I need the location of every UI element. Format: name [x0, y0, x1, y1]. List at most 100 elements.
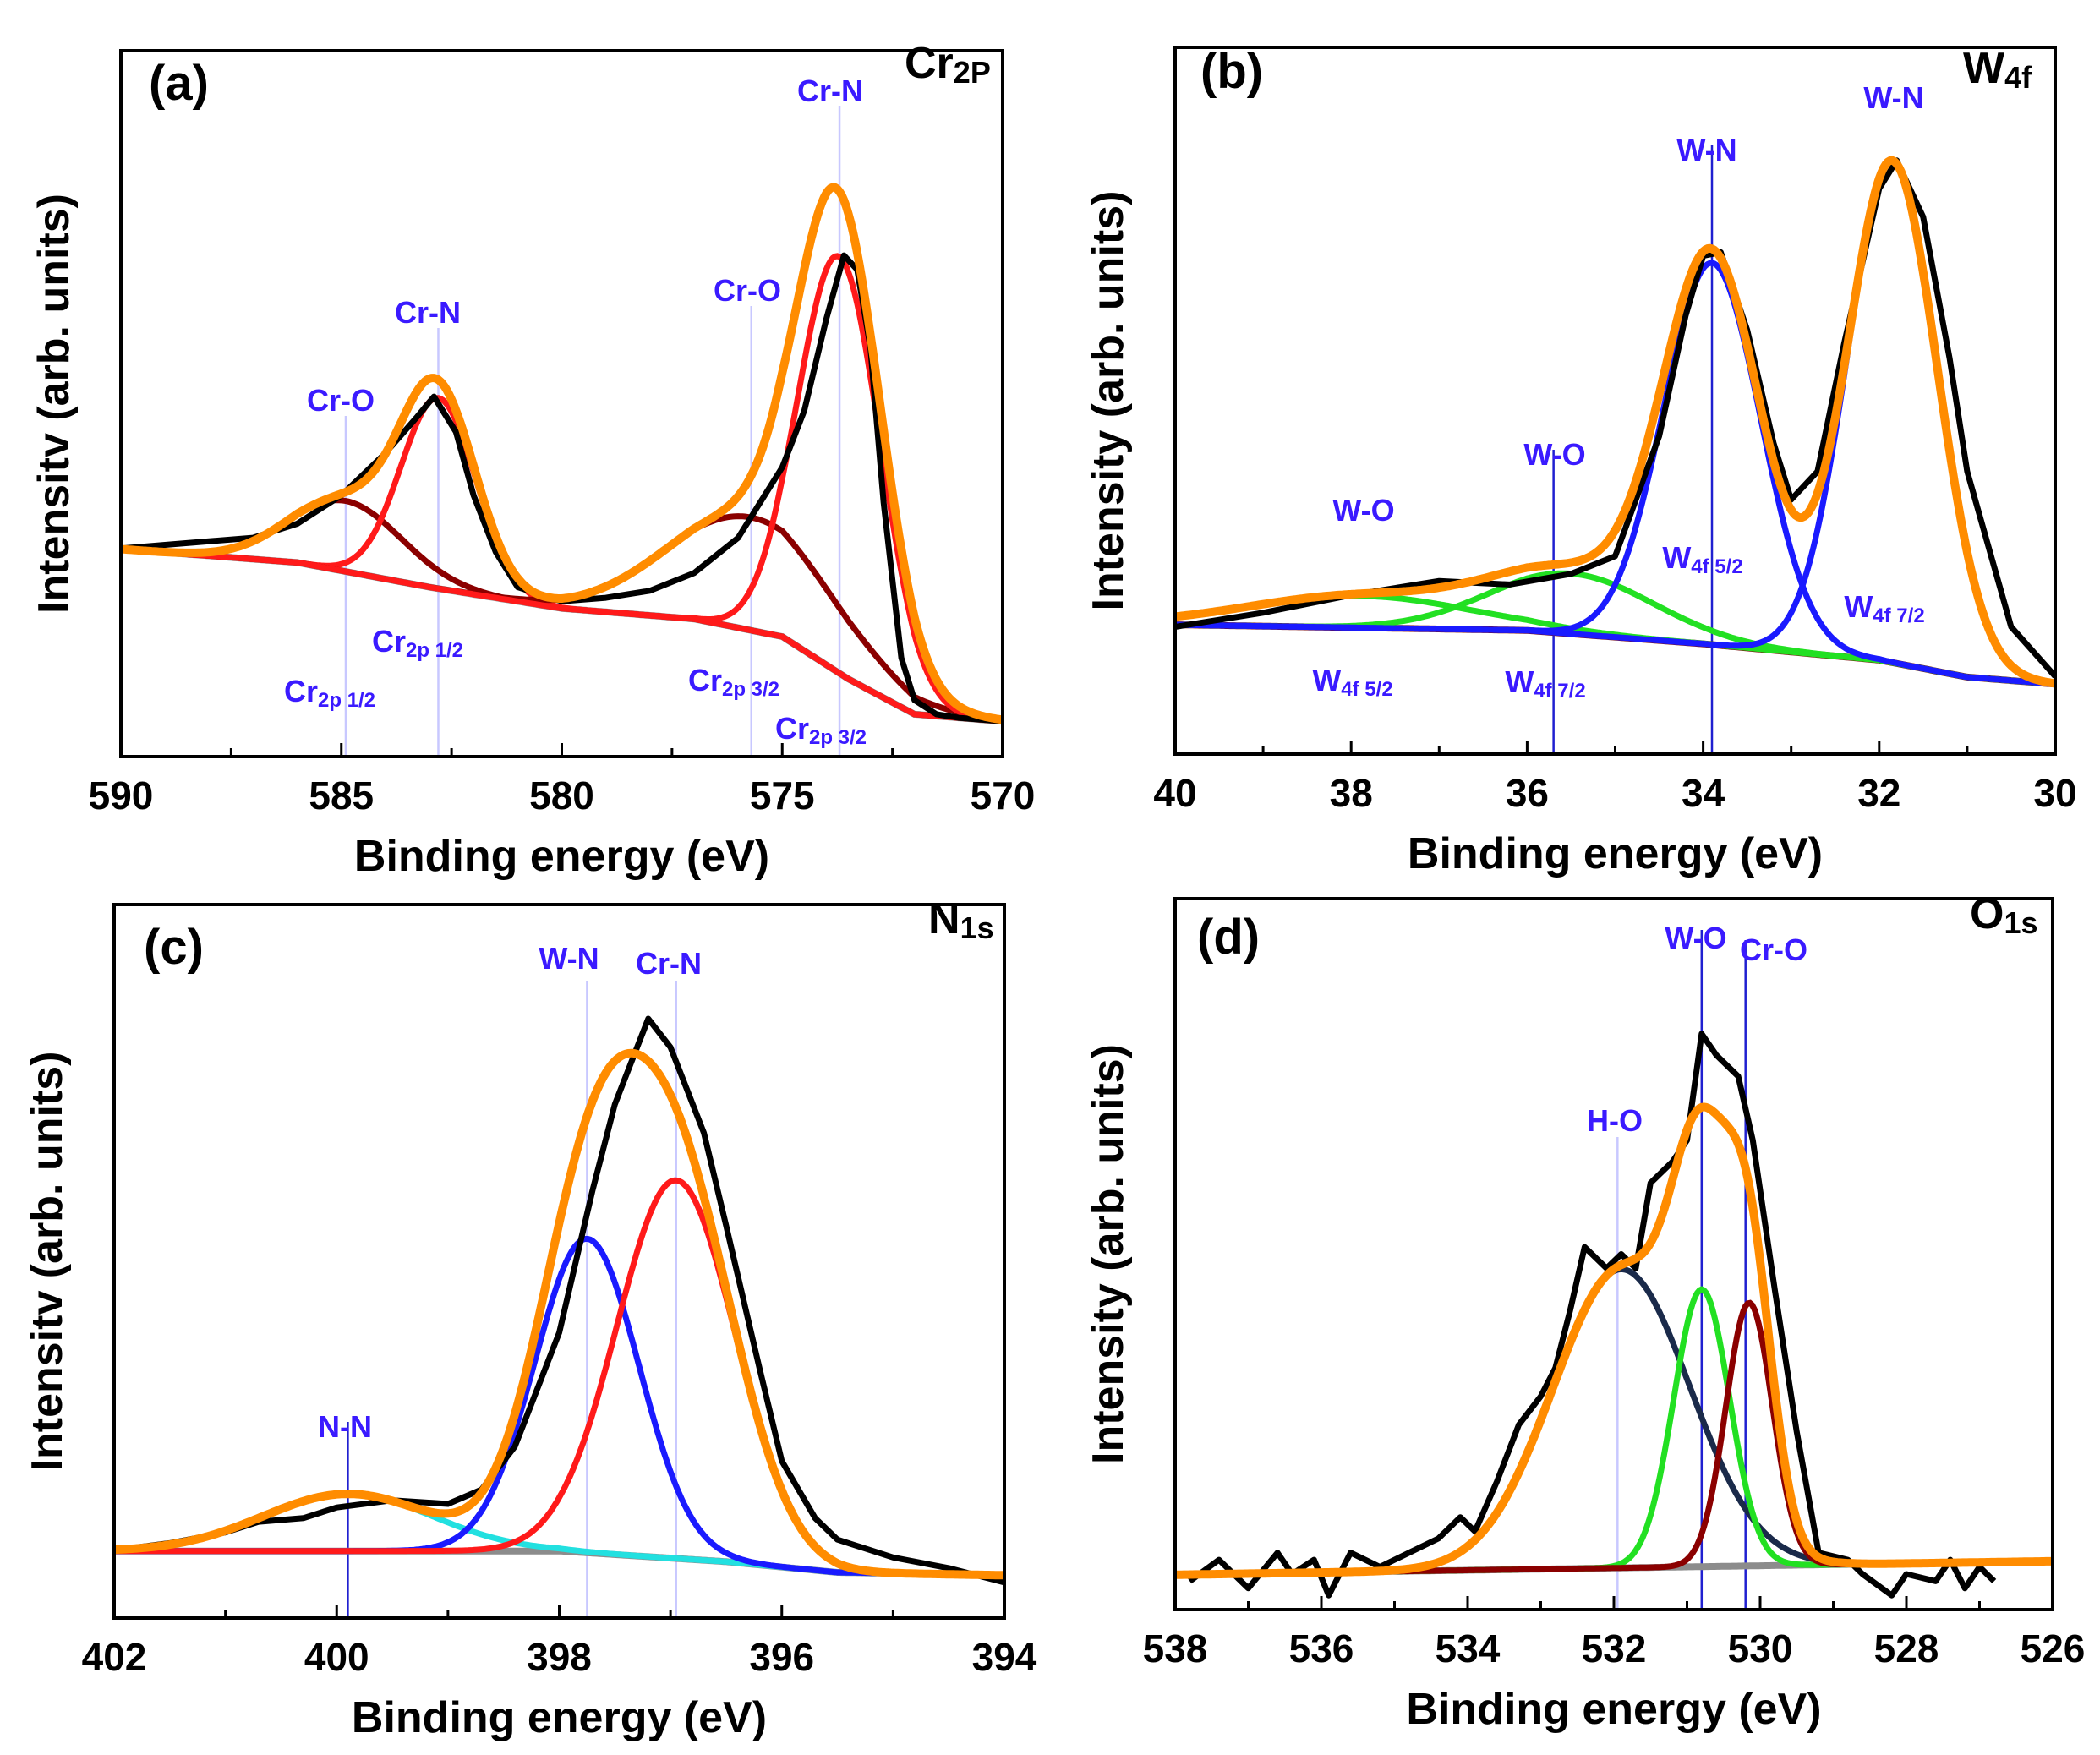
background-curve [121, 545, 1003, 725]
core-level-symbol: W [1963, 44, 2005, 93]
component-peak-curve [1175, 1286, 2053, 1578]
plot-frame [112, 903, 1006, 1620]
annotation-text: Cr [284, 674, 318, 708]
x-tick-label: 396 [749, 1635, 814, 1679]
plot-frame [1173, 46, 2057, 756]
peak-annotation: W-O [1665, 921, 1726, 955]
x-tick-label: 526 [2021, 1627, 2086, 1670]
core-level-subscript: 2P [954, 55, 991, 90]
annotation-subscript: 4f 5/2 [1691, 555, 1742, 578]
annotation-text: W-O [1523, 437, 1585, 472]
fit-envelope-curve [114, 1048, 1004, 1580]
experimental-curve [114, 1015, 1004, 1586]
plot-frame [1173, 897, 2054, 1611]
x-tick-label: 528 [1874, 1627, 1939, 1670]
core-level-subscript: 4f [2004, 60, 2032, 95]
peak-annotation: W-O [1523, 437, 1585, 472]
peak-annotation: W-N [539, 941, 599, 976]
annotation-text: Cr-N [636, 946, 702, 981]
peak-annotation: W4f 7/2 [1844, 589, 1924, 627]
peak-annotation: W4f 5/2 [1662, 540, 1742, 578]
x-tick-label: 30 [2033, 771, 2076, 815]
panel-label: (b) [1200, 44, 1263, 99]
x-tick-label: 580 [529, 774, 594, 817]
annotation-text: W-N [1676, 133, 1736, 167]
x-tick-label: 400 [304, 1635, 369, 1679]
core-level-label: N1s [928, 894, 994, 945]
peak-annotation: Cr-O [307, 383, 375, 418]
x-tick-label: 536 [1289, 1627, 1354, 1670]
core-level-symbol: O [1970, 889, 2004, 938]
annotation-text: Cr [372, 624, 406, 659]
x-axis-title: Binding energy (eV) [354, 832, 769, 881]
core-level-label: W4f [1963, 44, 2032, 95]
peak-annotation: W-N [1676, 133, 1736, 167]
component-peak-curve [114, 1490, 1004, 1578]
panel-d: 538 536 534 532 530 528 526 Binding energy (eV)… [1084, 889, 2085, 1734]
peak-annotation: Cr2p 1/2 [284, 674, 375, 712]
annotation-subscript: 2p 3/2 [722, 678, 779, 701]
fit-envelope-curve [1175, 156, 2055, 688]
component-peak-curve [1175, 1266, 2053, 1578]
core-level-label: Cr2P [905, 39, 991, 90]
x-tick-label: 534 [1436, 1627, 1501, 1670]
annotation-text: Cr-O [1740, 932, 1807, 967]
core-level-symbol: N [928, 894, 960, 943]
x-tick-label: 32 [1857, 771, 1900, 815]
annotation-text: W [1505, 664, 1534, 699]
panel-label: (d) [1197, 910, 1260, 965]
x-tick-label: 394 [972, 1635, 1037, 1679]
core-level-subscript: 1s [2004, 905, 2037, 940]
component-peak-curve [1175, 1299, 2053, 1578]
component-peak-curve [121, 253, 1003, 724]
panel-label: (a) [149, 56, 209, 111]
peak-annotation: Cr-O [714, 273, 781, 308]
peak-annotation: W-N [1863, 80, 1923, 115]
x-tick-label: 530 [1728, 1627, 1793, 1670]
annotation-text: H-O [1587, 1103, 1643, 1138]
panel-b: 40 38 36 34 32 30 Binding energy (eV) Intensity… [1084, 44, 2077, 878]
x-tick-label: 34 [1682, 771, 1725, 815]
x-tick-label: 38 [1330, 771, 1373, 815]
panel-label: (c) [144, 920, 204, 975]
y-axis-title: Intensitv (arb. units) [30, 194, 79, 614]
annotation-text: Cr-O [714, 273, 781, 308]
annotation-text: W-O [1665, 921, 1726, 955]
annotation-text: Cr [688, 663, 722, 697]
peak-annotation: N-N [318, 1409, 372, 1444]
annotation-subscript: 2p 1/2 [406, 639, 463, 662]
annotation-text: W [1312, 663, 1341, 697]
x-tick-label: 575 [750, 774, 815, 817]
peak-annotation: Cr-N [797, 74, 863, 108]
x-tick-label: 40 [1153, 771, 1196, 815]
peak-annotation: Cr-N [636, 946, 702, 981]
annotation-text: W [1662, 540, 1691, 575]
peak-annotation: Cr2p 3/2 [688, 663, 779, 701]
annotation-text: W [1844, 589, 1873, 624]
x-tick-label: 532 [1582, 1627, 1647, 1670]
plot-area [121, 183, 1003, 725]
peak-annotation: Cr2p 1/2 [372, 624, 463, 662]
peak-annotation: W4f 7/2 [1505, 664, 1585, 703]
core-level-subscript: 1s [960, 910, 994, 945]
annotation-text: Cr-N [395, 295, 461, 330]
annotation-subscript: 4f 7/2 [1534, 680, 1585, 703]
x-axis-title: Binding energy (eV) [1408, 829, 1823, 878]
core-level-label: O1s [1970, 889, 2038, 940]
x-tick-label: 402 [82, 1635, 147, 1679]
x-tick-label: 36 [1506, 771, 1549, 815]
core-level-symbol: Cr [905, 39, 954, 88]
annotation-text: N-N [318, 1409, 372, 1444]
plot-area [1175, 1031, 2053, 1599]
peak-annotation: Cr2p 3/2 [775, 711, 867, 749]
peak-annotation: W-O [1332, 493, 1394, 528]
y-axis-title: Intensity (arb. units) [1084, 1044, 1133, 1464]
x-tick-label: 538 [1143, 1627, 1208, 1670]
x-tick-label: 590 [89, 774, 154, 817]
annotation-text: Cr-O [307, 383, 375, 418]
peak-annotation: W4f 5/2 [1312, 663, 1392, 701]
annotation-text: Cr [775, 711, 809, 746]
y-axis-title: Intensity (arb. units) [1084, 191, 1133, 611]
plot-area [1175, 156, 2055, 688]
